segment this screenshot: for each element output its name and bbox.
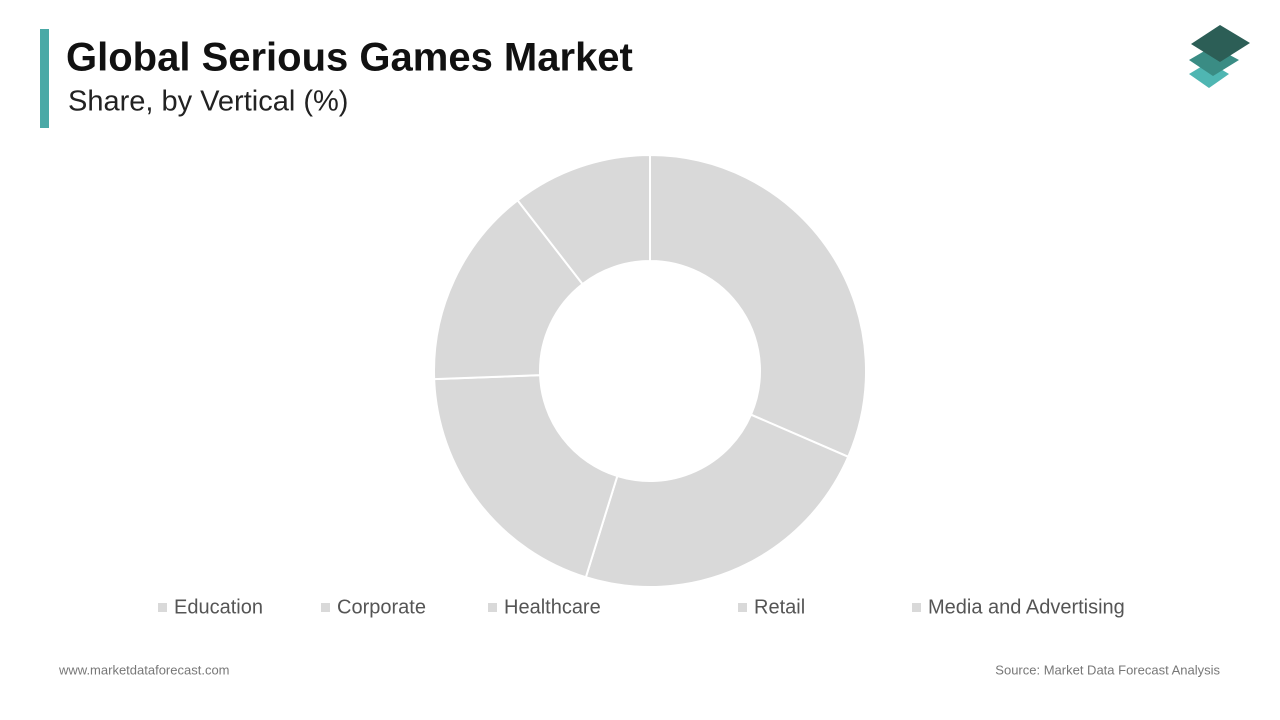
donut-slice: [433, 198, 584, 381]
legend-label: Education: [174, 596, 263, 618]
source: Source: Market Data Forecast Analysis: [995, 662, 1220, 677]
donut-slice: [516, 153, 651, 286]
website: www.marketdataforecast.com: [58, 662, 230, 677]
legend-marker: [158, 603, 167, 612]
chart-title: Global Serious Games Market: [66, 36, 633, 80]
donut-slice: [584, 413, 850, 588]
logo: [1189, 25, 1250, 88]
legend-marker: [912, 603, 921, 612]
legend-marker: [738, 603, 747, 612]
legend-label: Corporate: [337, 596, 426, 618]
donut-slice: [433, 374, 619, 579]
legend-marker: [321, 603, 330, 612]
chart-subtitle: Share, by Vertical (%): [68, 86, 348, 118]
title-accent: [40, 29, 49, 128]
legend-label: Healthcare: [504, 596, 601, 618]
legend-label: Media and Advertising: [928, 596, 1125, 618]
legend-label: Retail: [754, 596, 805, 618]
donut-slice: [649, 153, 867, 459]
legend-marker: [488, 603, 497, 612]
